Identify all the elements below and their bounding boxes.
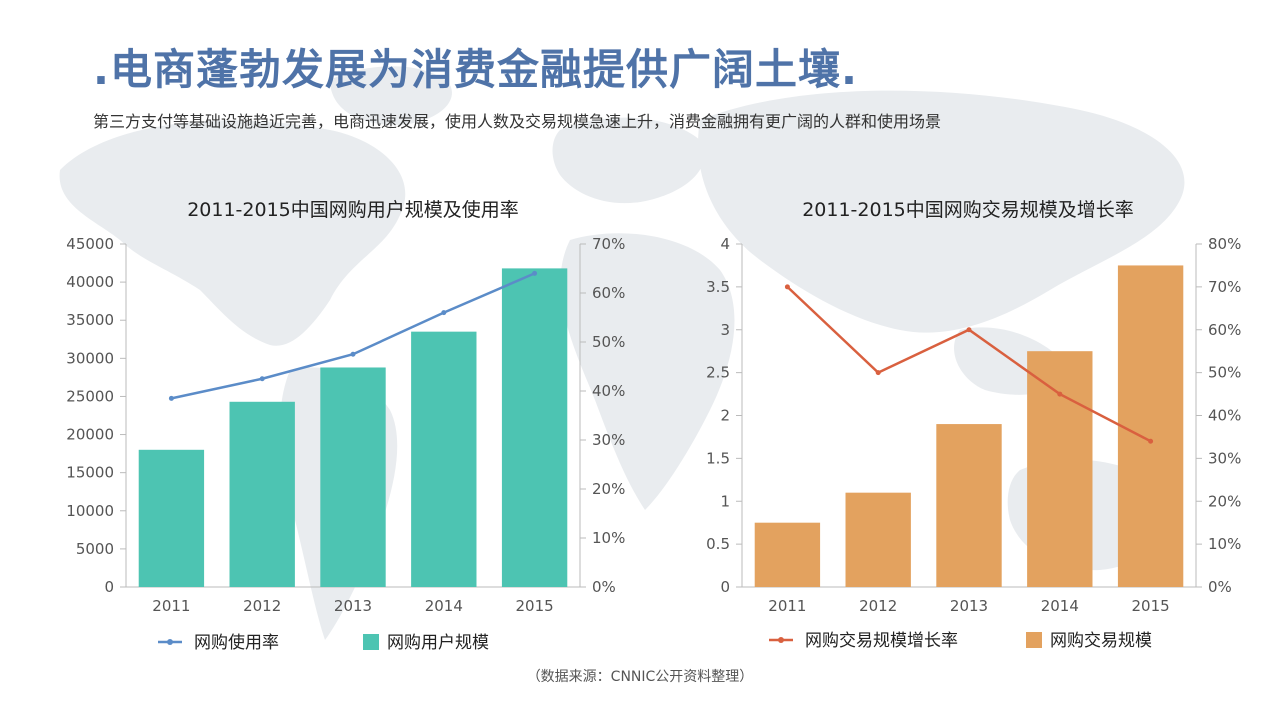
y-tick-label-left: 0 xyxy=(720,578,730,596)
bar xyxy=(501,268,568,587)
map-asia xyxy=(698,90,1185,333)
chart-title: 2011-2015中国网购用户规模及使用率 xyxy=(187,199,519,221)
chart-title: 2011-2015中国网购交易规模及增长率 xyxy=(802,199,1134,221)
y-tick-label-left: 15000 xyxy=(66,464,114,482)
y-tick-label-right: 30% xyxy=(1208,449,1241,467)
x-tick-label: 2014 xyxy=(1041,597,1079,615)
data-source-note: （数据来源：CNNIC公开资料整理） xyxy=(526,669,754,685)
bar xyxy=(845,492,911,587)
y-tick-label-right: 20% xyxy=(1208,492,1241,510)
x-tick-label: 2011 xyxy=(152,597,190,615)
line-point xyxy=(168,395,174,401)
x-tick-label: 2014 xyxy=(425,597,463,615)
line-point xyxy=(259,376,265,382)
map-greenland xyxy=(330,66,452,125)
y-tick-label-left: 10000 xyxy=(66,502,114,520)
y-tick-label-right: 50% xyxy=(1208,364,1241,382)
y-tick-label-right: 30% xyxy=(592,431,625,449)
bar xyxy=(138,449,205,587)
y-tick-label-right: 0% xyxy=(592,578,616,596)
y-tick-label-left: 1.5 xyxy=(706,449,730,467)
x-tick-label: 2012 xyxy=(859,597,897,615)
legend-bar-swatch xyxy=(363,634,379,650)
legend-label-line: 网购交易规模增长率 xyxy=(805,631,958,651)
y-tick-label-right: 50% xyxy=(592,333,625,351)
page-title: .电商蓬勃发展为消费金融提供广阔土壤. xyxy=(93,45,858,94)
x-tick-label: 2015 xyxy=(516,597,554,615)
map-africa xyxy=(560,233,735,510)
y-tick-label-left: 25000 xyxy=(66,387,114,405)
y-tick-label-left: 30000 xyxy=(66,349,114,367)
y-tick-label-right: 10% xyxy=(1208,535,1241,553)
series-line xyxy=(786,285,1152,443)
bar xyxy=(754,522,821,587)
y-tick-label-right: 40% xyxy=(1208,407,1241,425)
y-tick-label-left: 3 xyxy=(720,321,730,339)
x-tick-label: 2013 xyxy=(334,597,372,615)
y-tick-label-left: 45000 xyxy=(66,235,114,253)
x-tick-label: 2013 xyxy=(950,597,988,615)
y-tick-label-left: 35000 xyxy=(66,311,114,329)
y-tick-label-left: 3.5 xyxy=(706,278,730,296)
map-europe xyxy=(552,117,705,204)
legend-label-line: 网购使用率 xyxy=(194,632,279,653)
y-tick-label-right: 40% xyxy=(592,382,625,400)
y-tick-label-left: 0 xyxy=(104,578,114,596)
y-tick-label-right: 80% xyxy=(1208,235,1241,253)
y-tick-label-right: 20% xyxy=(592,480,625,498)
line-point xyxy=(532,270,538,276)
bar xyxy=(229,401,295,587)
x-tick-label: 2015 xyxy=(1132,597,1170,615)
x-tick-label: 2011 xyxy=(768,597,806,615)
bar xyxy=(1117,265,1184,587)
map-north-america xyxy=(59,120,406,346)
line-point xyxy=(1057,391,1063,397)
y-tick-label-left: 0.5 xyxy=(706,535,730,553)
y-tick-label-left: 40000 xyxy=(66,273,114,291)
legend-label-bar: 网购用户规模 xyxy=(387,633,489,653)
page-subtitle: 第三方支付等基础设施趋近完善，电商迅速发展，使用人数及交易规模急速上升，消费金融… xyxy=(93,112,942,131)
line-point xyxy=(441,310,447,316)
y-tick-label-left: 1 xyxy=(720,492,730,510)
bar xyxy=(411,331,477,587)
line-point xyxy=(350,351,356,357)
y-tick-label-right: 10% xyxy=(592,529,625,547)
y-tick-label-left: 5000 xyxy=(76,540,114,558)
legend-line-marker xyxy=(778,637,784,643)
y-tick-label-right: 60% xyxy=(592,284,625,302)
y-tick-label-left: 20000 xyxy=(66,426,114,444)
y-tick-label-left: 4 xyxy=(720,235,730,253)
bar xyxy=(1027,351,1093,587)
line-point xyxy=(966,327,972,333)
bar xyxy=(320,367,386,587)
legend-bar-swatch xyxy=(1026,632,1042,648)
line-point xyxy=(875,370,881,376)
legend-label-bar: 网购交易规模 xyxy=(1050,631,1152,651)
line-point xyxy=(1148,438,1154,444)
y-tick-label-right: 0% xyxy=(1208,578,1232,596)
y-tick-label-right: 70% xyxy=(1208,278,1241,296)
x-tick-label: 2012 xyxy=(243,597,281,615)
legend-line-marker xyxy=(167,639,173,645)
bar xyxy=(936,424,1002,587)
y-tick-label-left: 2 xyxy=(720,407,730,425)
y-tick-label-right: 60% xyxy=(1208,321,1241,339)
line-point xyxy=(784,284,790,290)
y-tick-label-right: 70% xyxy=(592,235,625,253)
y-tick-label-left: 2.5 xyxy=(706,364,730,382)
